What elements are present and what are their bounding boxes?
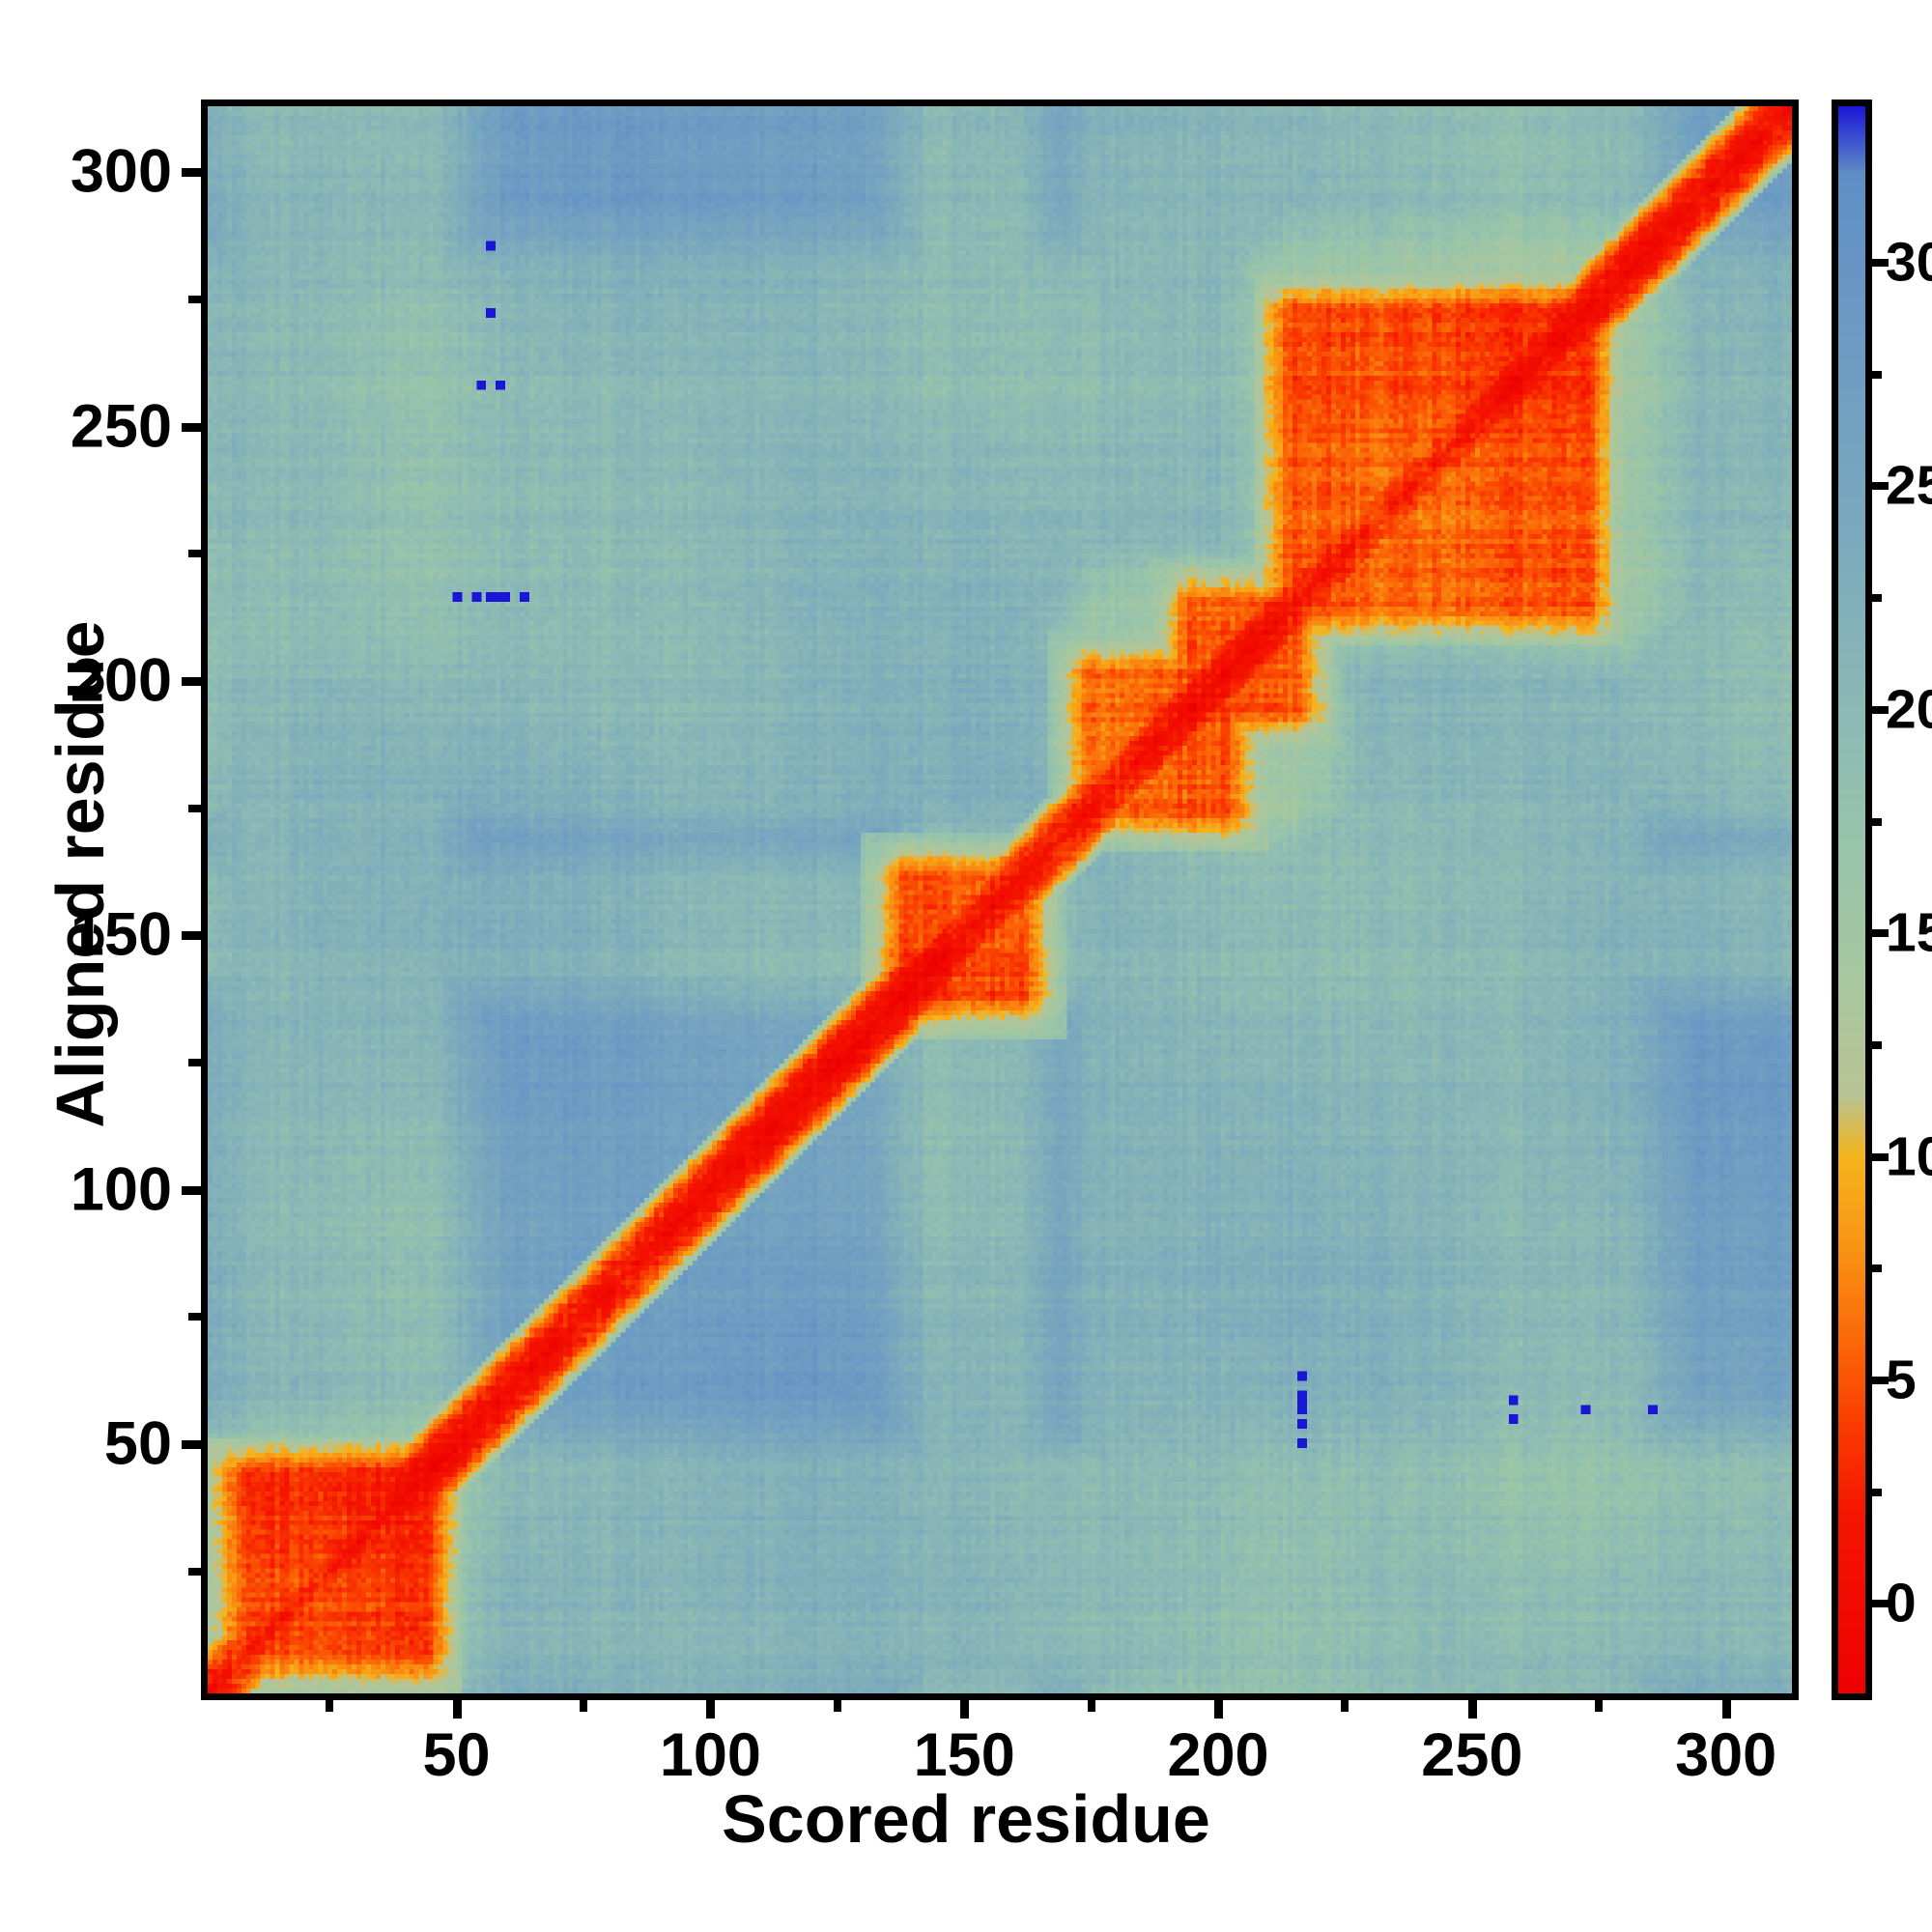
y-minor-tick-mark [188,550,201,558]
y-tick-label-250: 250 [70,392,172,461]
y-tick-label-50: 50 [103,1409,172,1478]
colorbar-tick-label-30: 30 [1886,231,1932,294]
y-tick-label-200: 200 [70,646,172,715]
x-tick-mark [960,1699,970,1719]
colorbar-minor-tick-mark [1871,1264,1882,1273]
x-tick-mark [452,1699,462,1719]
y-tick-label-100: 100 [70,1155,172,1224]
colorbar-tick-label-5: 5 [1886,1349,1917,1411]
y-tick-mark [182,422,201,432]
y-axis-title: Aligned residue [43,620,118,1128]
y-minor-tick-mark [188,296,201,304]
y-tick-mark [182,677,201,687]
y-tick-mark [182,1439,201,1449]
y-minor-tick-mark [188,1313,201,1321]
y-minor-tick-mark [188,1567,201,1576]
x-minor-tick-mark [1595,1699,1604,1712]
x-tick-label-100: 100 [659,1721,761,1789]
y-tick-mark [182,168,201,178]
colorbar-tick-mark [1871,1152,1889,1161]
x-tick-label-200: 200 [1167,1721,1269,1789]
colorbar-minor-tick-mark [1871,817,1882,826]
x-minor-tick-mark [1087,1699,1095,1712]
y-minor-tick-mark [188,804,201,812]
colorbar-tick-mark [1871,258,1889,267]
colorbar [1832,99,1872,1700]
x-tick-mark [1721,1699,1731,1719]
colorbar-tick-mark [1871,1377,1889,1385]
x-tick-label-250: 250 [1421,1721,1523,1789]
colorbar-tick-label-20: 20 [1886,678,1932,741]
y-tick-mark [182,1185,201,1195]
y-minor-tick-mark [188,1059,201,1066]
x-tick-mark [706,1699,716,1719]
x-tick-mark [1467,1699,1477,1719]
x-tick-label-50: 50 [422,1721,491,1789]
heatmap-canvas [208,106,1792,1693]
colorbar-gradient [1838,106,1865,1693]
colorbar-tick-mark [1871,705,1889,714]
y-tick-mark [182,931,201,941]
x-minor-tick-mark [326,1699,334,1712]
x-tick-label-300: 300 [1675,1721,1777,1789]
colorbar-tick-label-0: 0 [1886,1572,1917,1634]
colorbar-minor-tick-mark [1871,1040,1882,1049]
colorbar-tick-label-15: 15 [1886,901,1932,964]
colorbar-minor-tick-mark [1871,370,1882,379]
colorbar-tick-mark [1871,929,1889,938]
y-tick-label-300: 300 [70,137,172,206]
x-axis-title: Scored residue [722,1781,1210,1857]
colorbar-minor-tick-mark [1871,1488,1882,1496]
colorbar-minor-tick-mark [1871,594,1882,603]
colorbar-tick-label-25: 25 [1886,454,1932,517]
colorbar-tick-label-10: 10 [1886,1125,1932,1188]
heatmap-plot-area [201,99,1799,1700]
x-minor-tick-mark [1341,1699,1350,1712]
x-minor-tick-mark [579,1699,587,1712]
colorbar-tick-mark [1871,482,1889,491]
colorbar-tick-mark [1871,1600,1889,1608]
y-tick-label-150: 150 [70,900,172,969]
x-tick-mark [1214,1699,1224,1719]
x-minor-tick-mark [833,1699,841,1712]
x-tick-label-150: 150 [913,1721,1015,1789]
